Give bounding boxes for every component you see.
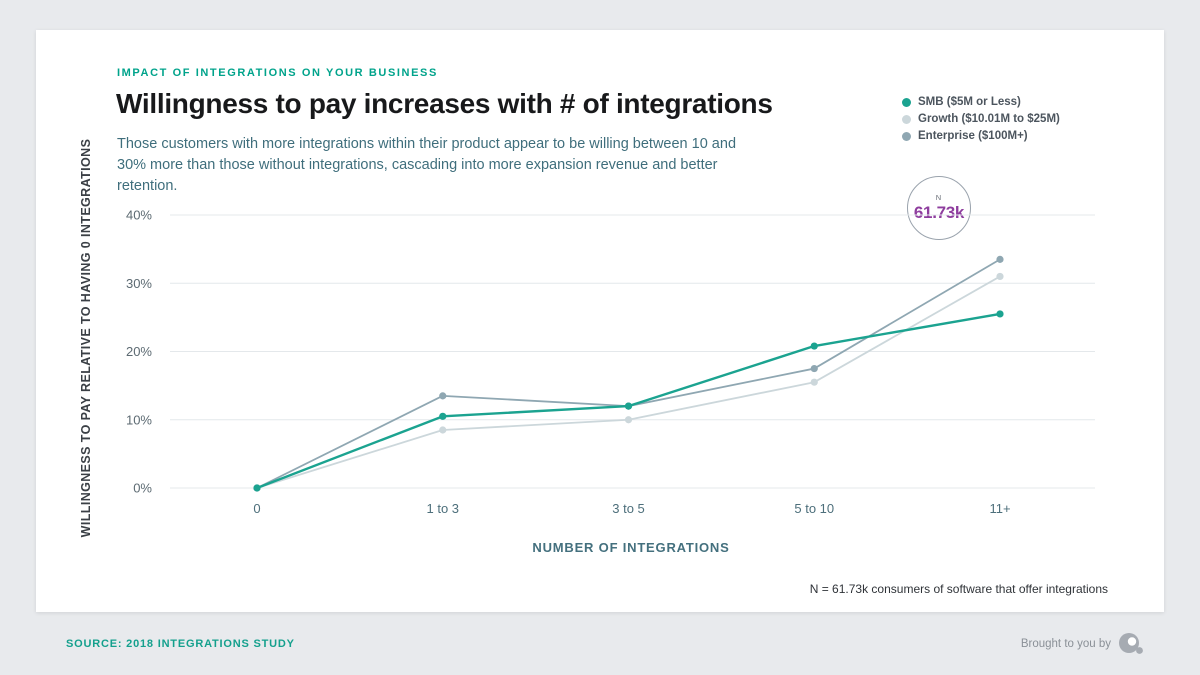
series-line: [256, 275, 1001, 489]
legend-label: SMB ($5M or Less): [918, 96, 1021, 108]
page-title: Willingness to pay increases with # of i…: [116, 88, 773, 119]
footer: SOURCE: 2018 INTEGRATIONS STUDY Brought …: [66, 632, 1144, 656]
data-point: [810, 342, 818, 350]
y-tick-label: 40%: [126, 208, 152, 223]
eyebrow-label: IMPACT OF INTEGRATIONS ON YOUR BUSINESS: [117, 67, 438, 79]
sample-note: N = 61.73k consumers of software that of…: [809, 582, 1108, 596]
sample-size-badge-label: N: [935, 193, 943, 202]
brought-to-you-by: Brought to you by: [1021, 632, 1144, 656]
legend-dot-icon: [902, 114, 911, 124]
legend-dot-icon: [902, 131, 911, 141]
x-category-label: 11+: [989, 501, 1010, 516]
y-tick-label: 20%: [126, 344, 152, 359]
x-category-label: 5 to 10: [794, 501, 834, 516]
x-axis-label: NUMBER OF INTEGRATIONS: [532, 540, 730, 555]
legend: SMB ($5M or Less) Growth ($10.01M to $25…: [902, 96, 1060, 147]
data-point: [996, 310, 1004, 318]
data-point: [439, 412, 447, 420]
x-category-label: 1 to 3: [426, 501, 459, 516]
data-point: [439, 426, 447, 434]
x-category-label: 0: [253, 501, 260, 516]
data-point: [624, 416, 633, 424]
data-point: [810, 378, 818, 386]
y-tick-label: 30%: [126, 276, 152, 291]
sample-size-badge-value: 61.73k: [913, 203, 965, 222]
y-tick-label: 10%: [126, 412, 152, 427]
source-attribution: SOURCE: 2018 INTEGRATIONS STUDY: [66, 638, 295, 650]
data-point: [810, 364, 818, 373]
line-chart: 0% 10% 20% 30% 40% 0 1 to 3 3 to 5 5 to 10 11+: [126, 208, 1095, 516]
legend-item-growth: Growth ($10.01M to $25M): [902, 113, 1060, 125]
y-tick-label: 0%: [133, 481, 152, 496]
x-category-label: 3 to 5: [612, 501, 645, 516]
subtitle: Those customers with more integrations w…: [117, 136, 737, 195]
data-point: [439, 392, 447, 400]
legend-label: Growth ($10.01M to $25M): [918, 113, 1060, 125]
data-point: [996, 255, 1004, 263]
legend-dot-icon: [902, 97, 911, 107]
sample-size-badge: N 61.73k: [907, 176, 971, 240]
brought-to-you-by-label: Brought to you by: [1020, 638, 1111, 650]
legend-label: Enterprise ($100M+): [918, 130, 1028, 142]
legend-item-enterprise: Enterprise ($100M+): [902, 130, 1060, 142]
data-point: [996, 272, 1004, 281]
chart-card: IMPACT OF INTEGRATIONS ON YOUR BUSINESS …: [36, 30, 1164, 612]
brand-logo: [1119, 633, 1143, 654]
data-point: [624, 402, 633, 410]
data-point: [253, 484, 261, 492]
legend-item-smb: SMB ($5M or Less): [902, 96, 1060, 108]
